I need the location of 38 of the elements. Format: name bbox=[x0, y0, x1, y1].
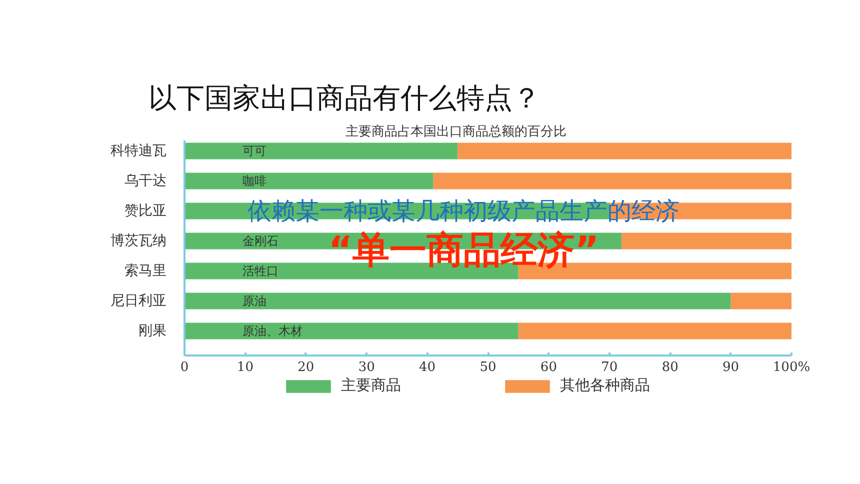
y-tick-label: 索马里 bbox=[124, 263, 166, 279]
chart-title: 以下国家出口商品有什么特点？ bbox=[148, 82, 540, 114]
bar bbox=[622, 232, 792, 250]
bar bbox=[730, 292, 792, 310]
data-label: 活牲口 bbox=[242, 264, 278, 278]
data-label: 原油 bbox=[242, 294, 266, 308]
legend-label: 主要商品 bbox=[341, 376, 401, 395]
x-tick-label: 80 bbox=[662, 360, 678, 375]
y-tick-label: 乌干达 bbox=[124, 173, 166, 189]
y-tick-label: 尼日利亚 bbox=[110, 293, 166, 309]
bar bbox=[184, 322, 518, 340]
x-tick-label: 30 bbox=[358, 360, 375, 375]
x-tick-label: 100% bbox=[772, 360, 810, 375]
data-label: 可可 bbox=[242, 144, 266, 158]
x-tick-label: 20 bbox=[298, 360, 314, 375]
y-tick-label: 刚果 bbox=[138, 323, 166, 339]
bar bbox=[518, 322, 792, 340]
data-label: 金刚石 bbox=[242, 234, 278, 248]
x-tick-label: 0 bbox=[180, 360, 189, 375]
bar bbox=[184, 142, 458, 160]
bar bbox=[184, 292, 731, 310]
bar bbox=[184, 172, 434, 190]
x-tick-label: 50 bbox=[480, 360, 496, 375]
data-label: 原油、木材 bbox=[242, 324, 302, 338]
annotation: 依赖某一种或某几种初级产品生产的经济 bbox=[248, 197, 680, 225]
legend-label: 其他各种商品 bbox=[560, 376, 650, 395]
x-tick-label: 90 bbox=[722, 360, 740, 375]
data-label: 咖啡 bbox=[242, 174, 266, 188]
y-tick-label: 赞比亚 bbox=[124, 203, 166, 219]
bar bbox=[433, 172, 792, 190]
y-tick-label: 科特迪瓦 bbox=[110, 143, 166, 159]
x-tick-label: 70 bbox=[601, 360, 618, 375]
x-tick-label: 40 bbox=[419, 360, 436, 375]
x-tick-label: 60 bbox=[540, 360, 557, 375]
y-tick-label: 博茨瓦纳 bbox=[110, 233, 166, 249]
chart-subtitle: 主要商品占本国出口商品总额的百分比 bbox=[346, 124, 566, 140]
x-tick-label: 10 bbox=[236, 360, 254, 375]
bar bbox=[458, 142, 792, 160]
